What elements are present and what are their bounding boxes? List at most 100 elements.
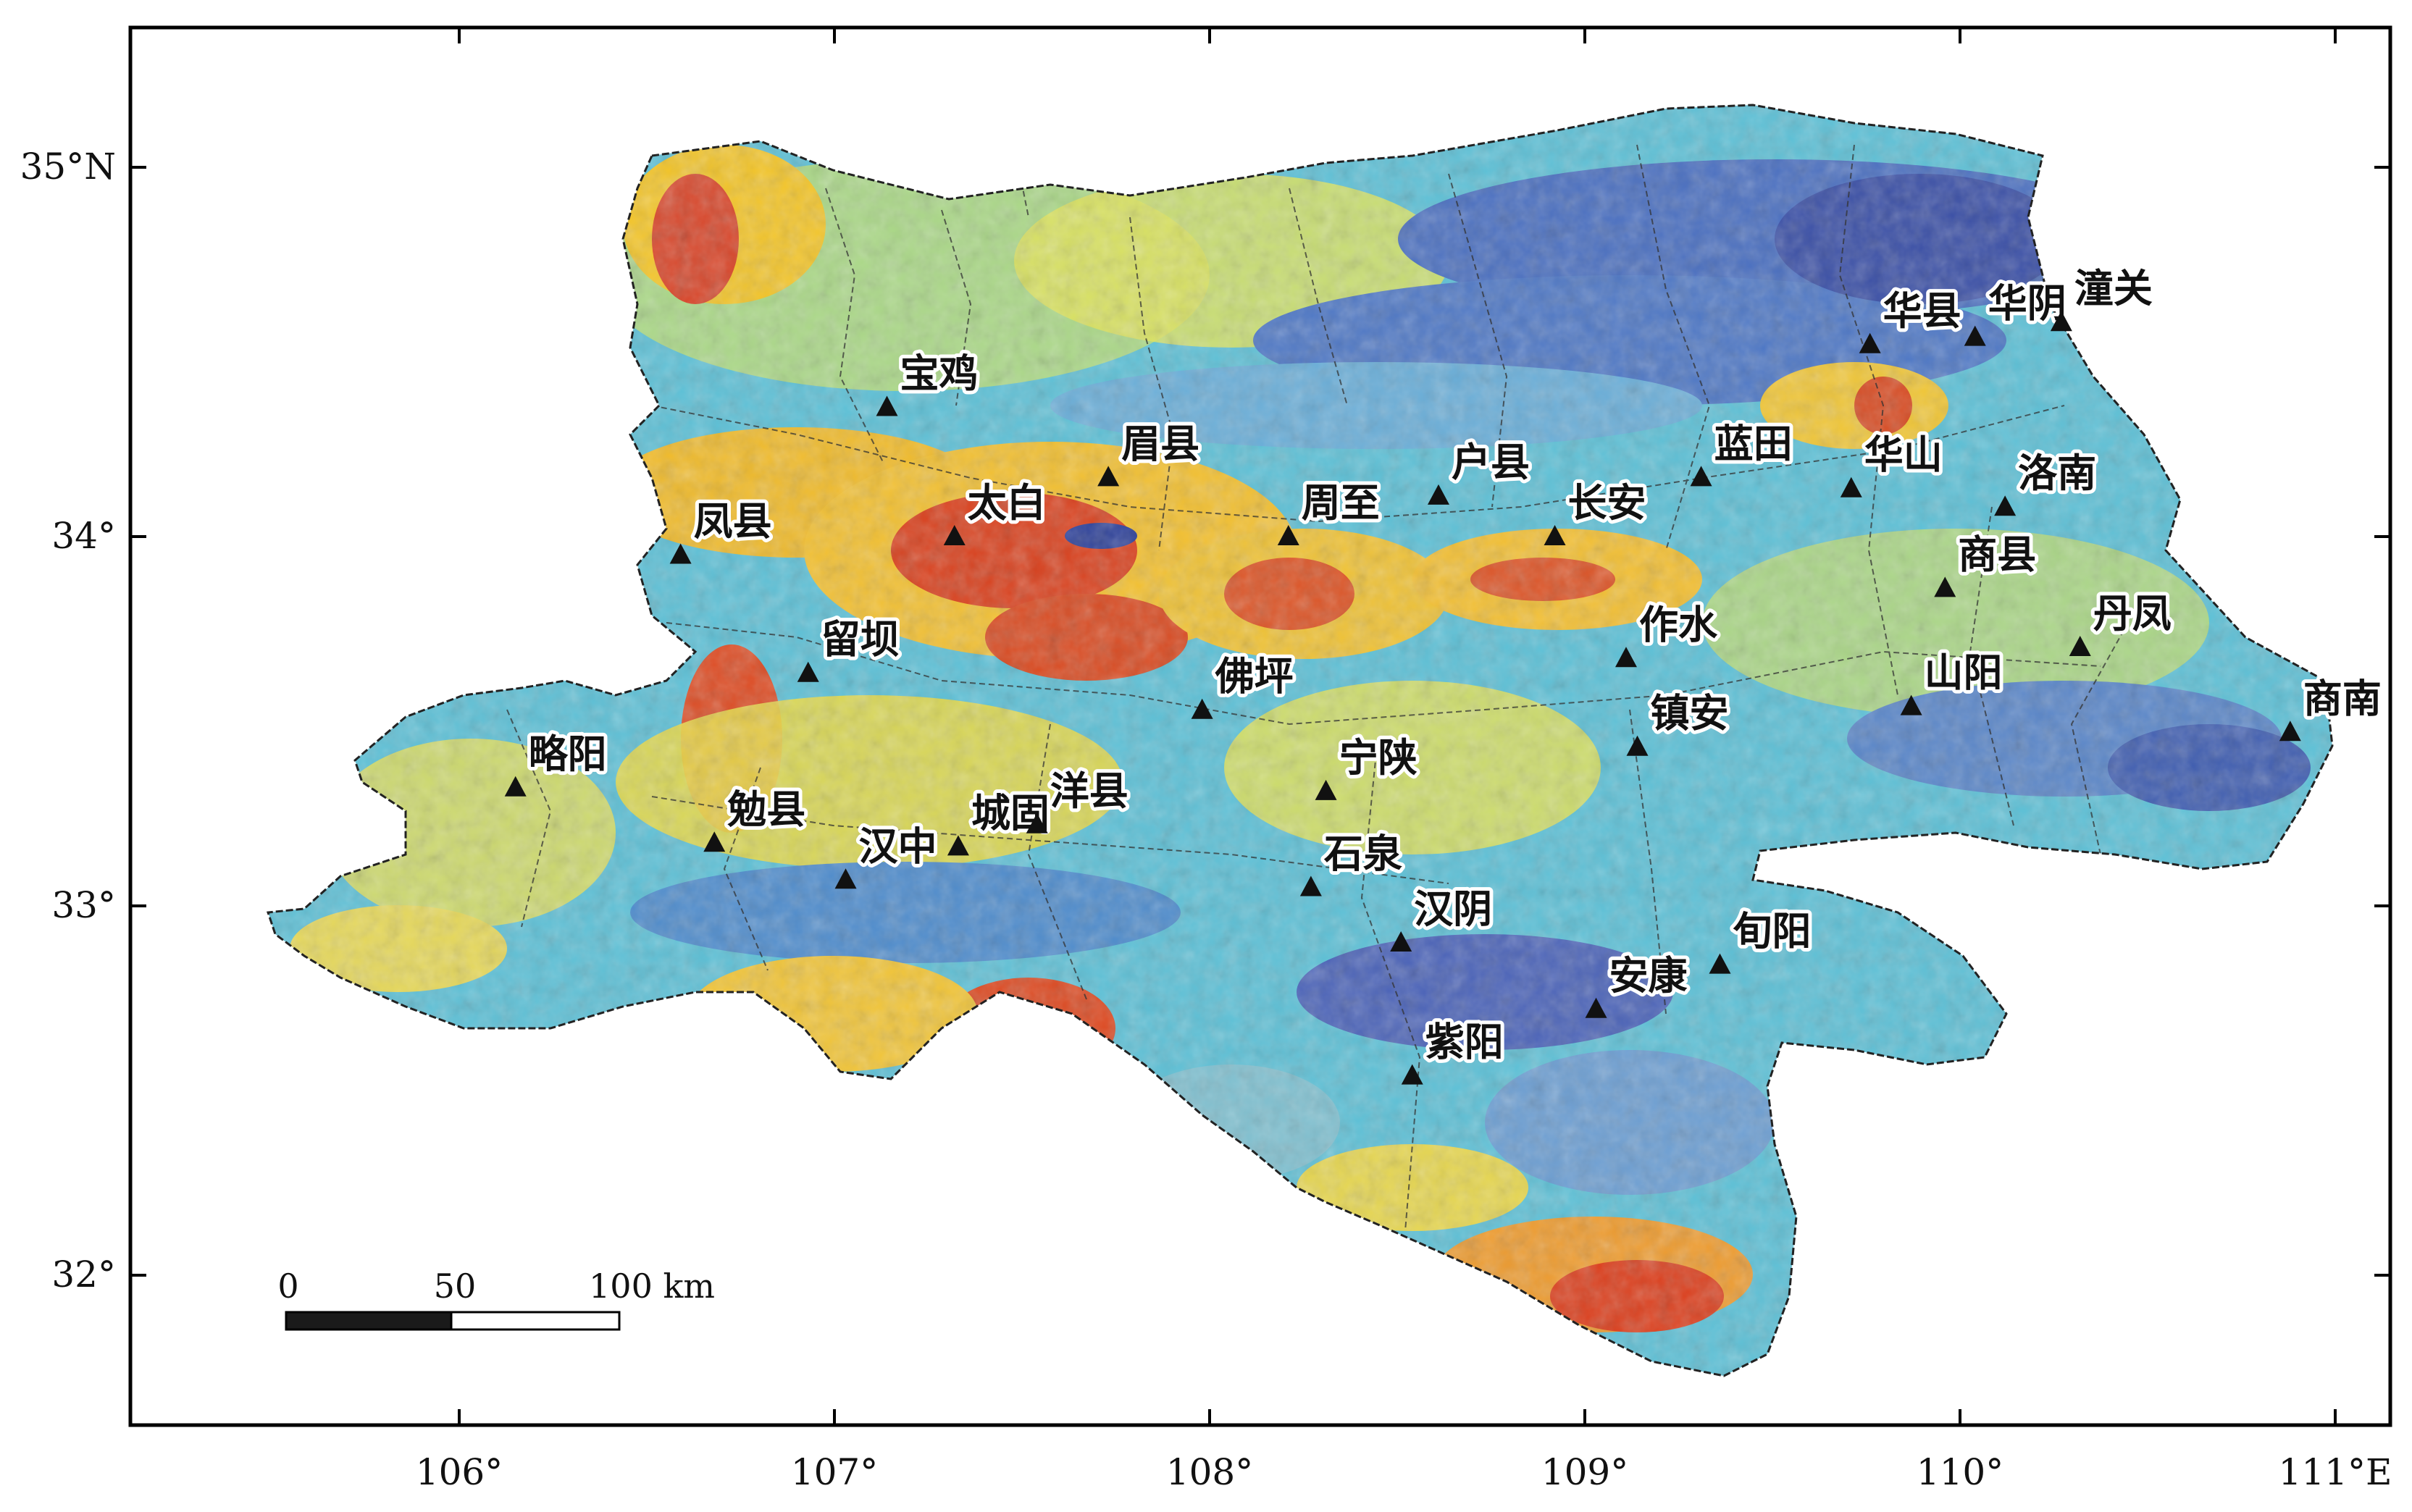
station-marker-icon: [1690, 466, 1712, 487]
scale-bar-white-segment: [450, 1311, 621, 1331]
station-label: 户县: [1452, 440, 1530, 485]
station-label: 汉阴: [1414, 886, 1492, 932]
station-marker-icon: [1191, 698, 1213, 719]
region-outline: [266, 104, 2334, 1377]
station-11: 周至: [1277, 476, 1383, 545]
lon-tick-label: 108°: [1166, 1451, 1253, 1493]
station-marker-icon: [1934, 576, 1956, 597]
station-marker-icon: [504, 776, 527, 797]
station-marker-icon: [1097, 466, 1120, 487]
station-marker-icon: [1277, 525, 1299, 545]
station-6: 潼关: [2050, 262, 2156, 332]
station-label: 眉县: [1121, 421, 1199, 466]
station-marker-icon: [2069, 636, 2091, 656]
scale-bar-black-segment: [285, 1311, 453, 1331]
station-label: 旬阳: [1733, 909, 1811, 954]
station-marker-icon: [834, 868, 857, 889]
station-12: 长安: [1544, 476, 1650, 545]
station-marker-icon: [2050, 311, 2072, 332]
station-20: 镇安: [1626, 687, 1733, 756]
station-marker-icon: [1315, 779, 1337, 800]
station-5: 华阴: [1964, 277, 2070, 346]
station-label: 丹凤: [2093, 591, 2172, 637]
scale-bar: 0 50 100 km: [277, 1267, 715, 1331]
lat-tick-label: 34°: [51, 515, 116, 557]
station-label: 佛坪: [1215, 654, 1294, 700]
station-22: 宁陕: [1315, 731, 1421, 800]
station-marker-icon: [1709, 953, 1731, 974]
lon-tick-label: 106°: [416, 1451, 503, 1493]
station-label: 留坝: [821, 617, 900, 663]
station-29: 旬阳: [1709, 905, 1814, 974]
station-label: 凤县: [694, 499, 772, 545]
station-marker-icon: [1626, 735, 1649, 756]
station-0: 宝鸡: [876, 348, 982, 416]
station-8: 洛南: [1994, 447, 2100, 516]
station-marker-icon: [703, 831, 726, 852]
station-marker-icon: [1900, 694, 1922, 715]
axis-ticks: 106° 107° 108° 109° 110° 111°E 35°N 34° 33° 32°: [20, 28, 2392, 1493]
station-31: 紫阳: [1401, 1016, 1507, 1085]
station-label: 潼关: [2074, 266, 2153, 311]
station-marker-icon: [947, 835, 969, 856]
station-label: 周至: [1302, 480, 1380, 526]
station-9: 凤县: [669, 495, 776, 564]
station-marker-icon: [1544, 525, 1566, 545]
lon-tick-label: 109°: [1541, 1451, 1628, 1493]
station-label: 洛南: [2018, 450, 2096, 496]
lon-tick-label: 107°: [791, 1451, 878, 1493]
station-marker-icon: [943, 525, 966, 545]
station-16: 丹凤: [2069, 587, 2175, 656]
station-marker-icon: [1585, 997, 1607, 1018]
station-marker-icon: [1401, 1064, 1423, 1085]
station-3: 蓝田: [1690, 417, 1796, 487]
station-19: 商南: [2279, 672, 2385, 742]
station-label: 勉县: [727, 786, 805, 832]
station-27: 石泉: [1299, 828, 1406, 896]
station-marker-icon: [2279, 721, 2301, 742]
station-label: 汉中: [859, 823, 937, 869]
station-28: 汉阴: [1390, 883, 1496, 952]
station-label: 略阳: [529, 731, 607, 777]
lat-tick-label: 33°: [51, 884, 116, 926]
station-24: 城固: [947, 786, 1053, 856]
station-4: 华县: [1859, 285, 1965, 353]
station-14: 留坝: [797, 613, 903, 682]
station-label: 作水: [1639, 602, 1718, 647]
station-marker-icon: [797, 661, 819, 682]
station-marker-icon: [1427, 484, 1449, 505]
station-2: 户县: [1427, 436, 1533, 505]
station-21: 略阳: [504, 728, 611, 797]
station-10: 太白: [943, 476, 1050, 545]
county-boundaries: [506, 144, 2145, 1232]
station-label: 蓝田: [1714, 421, 1793, 466]
station-marker-icon: [1964, 325, 1986, 346]
station-marker-icon: [876, 395, 898, 416]
station-marker-icon: [1859, 332, 1881, 353]
station-18: 山阳: [1900, 647, 2006, 715]
station-label: 镇安: [1651, 691, 1729, 736]
station-label: 宝鸡: [900, 351, 979, 397]
station-marker-icon: [1390, 931, 1412, 952]
station-7: 华山: [1840, 429, 1946, 497]
scale-label-50: 50: [434, 1267, 477, 1306]
station-26: 汉中: [834, 820, 941, 889]
lat-tick-label: 32°: [51, 1253, 116, 1295]
station-label: 华阴: [1988, 281, 2066, 327]
scale-label-100km: 100 km: [589, 1267, 715, 1306]
station-label: 山阳: [1925, 650, 2003, 696]
station-marker-icon: [1615, 647, 1637, 668]
station-17: 佛坪: [1191, 650, 1297, 719]
station-1: 眉县: [1097, 417, 1203, 487]
station-label: 石泉: [1324, 831, 1402, 877]
station-marker-icon: [669, 543, 692, 564]
station-30: 安康: [1585, 949, 1691, 1018]
station-label: 洋县: [1050, 768, 1128, 814]
station-label: 华县: [1883, 288, 1961, 334]
station-label: 安康: [1609, 953, 1688, 999]
station-label: 城固: [971, 790, 1050, 836]
station-marker-icon: [1840, 476, 1862, 497]
lon-tick-label: 111°E: [2279, 1451, 2392, 1493]
